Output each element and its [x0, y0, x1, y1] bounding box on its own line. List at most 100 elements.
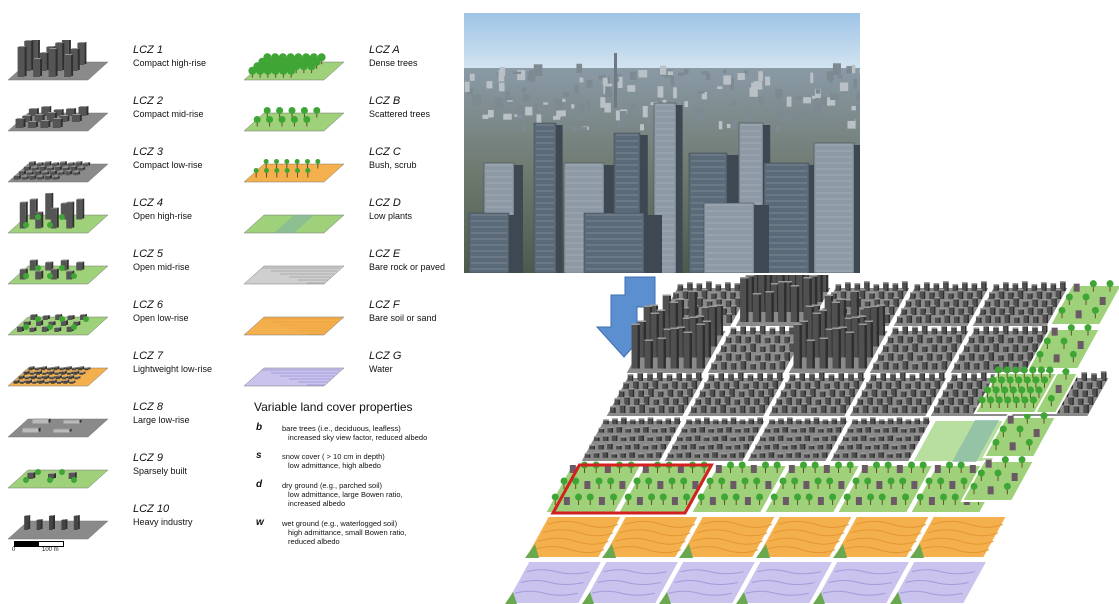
lcz-tile-icon — [8, 106, 108, 132]
property-line: wet ground (e.g., waterlogged soil) — [282, 519, 398, 528]
aerial-city-photo — [464, 13, 860, 273]
lcz-tile-icon — [244, 316, 344, 336]
lcz-code: LCZ 3 — [133, 146, 163, 158]
lcz-entry: LCZ 10 Heavy industry — [8, 499, 238, 545]
lcz-tile-icon — [8, 259, 108, 285]
lcz-code: LCZ G — [369, 350, 402, 362]
lcz-code: LCZ 10 — [133, 503, 170, 515]
lcz-label: LCZ 4 Open high-rise — [133, 197, 192, 222]
lcz-tile-icon — [244, 107, 344, 132]
lcz-label: LCZ A Dense trees — [369, 44, 418, 69]
lcz-description: Heavy industry — [133, 517, 193, 527]
lcz-label: LCZ B Scattered trees — [369, 95, 430, 120]
isometric-lcz-scene — [505, 275, 1119, 604]
property-line: bare trees (i.e., deciduous, leafless) — [282, 424, 401, 433]
property-line: high admittance, small Bowen ratio, — [288, 528, 407, 537]
lcz-entry: LCZ 8 Large low-rise — [8, 397, 238, 443]
lcz-code: LCZ C — [369, 146, 401, 158]
scale-distance: 100 m — [42, 547, 59, 553]
property-letter: d — [256, 479, 263, 490]
property-text: bare trees (i.e., deciduous, leafless) in… — [282, 424, 452, 442]
lcz-entry: LCZ 1 Compact high-rise — [8, 40, 238, 86]
lcz-label: LCZ 5 Open mid-rise — [133, 248, 190, 273]
lcz-entry: LCZ 5 Open mid-rise — [8, 244, 238, 290]
lcz-entry: LCZ 9 Sparsely built — [8, 448, 238, 494]
lcz-tile-icon — [8, 469, 108, 489]
lcz-description: Compact low-rise — [133, 160, 203, 170]
lcz-description: Scattered trees — [369, 109, 431, 119]
lcz-code: LCZ E — [369, 248, 401, 260]
lcz-code: LCZ 1 — [133, 44, 163, 56]
lcz-tile-icon — [244, 367, 344, 387]
lcz-label: LCZ 7 Lightweight low-rise — [133, 350, 212, 375]
lcz-code: LCZ 6 — [133, 299, 163, 311]
property-letter: w — [256, 517, 264, 528]
lcz-tile-icon — [244, 214, 344, 234]
lcz-label: LCZ 6 Open low-rise — [133, 299, 189, 324]
lcz-code: LCZ D — [369, 197, 401, 209]
property-text: wet ground (e.g., waterlogged soil) high … — [282, 519, 452, 546]
lcz-description: Open high-rise — [133, 211, 193, 221]
property-letter: s — [256, 450, 262, 461]
property-text: dry ground (e.g., parched soil) low admit… — [282, 481, 452, 508]
lcz-description: Bush, scrub — [369, 160, 417, 170]
property-line: increased sky view factor, reduced albed… — [288, 433, 428, 442]
lcz-description: Water — [369, 364, 393, 374]
property-line: low admittance, high albedo — [288, 461, 381, 470]
lcz-code: LCZ 4 — [133, 197, 163, 209]
lcz-tile-icon — [8, 193, 108, 234]
lcz-tile-icon — [8, 515, 108, 540]
highlight-outline — [550, 463, 714, 515]
city-skyline — [464, 53, 860, 273]
lcz-entry: LCZ 4 Open high-rise — [8, 193, 238, 239]
lcz-label: LCZ G Water — [369, 350, 401, 375]
property-line: dry ground (e.g., parched soil) — [282, 481, 383, 490]
lcz-code: LCZ 8 — [133, 401, 163, 413]
lcz-code: LCZ 7 — [133, 350, 163, 362]
lcz-description: Lightweight low-rise — [133, 364, 213, 374]
lcz-label: LCZ 9 Sparsely built — [133, 452, 187, 477]
lcz-description: Sparsely built — [133, 466, 188, 476]
lcz-entry: LCZ 3 Compact low-rise — [8, 142, 238, 188]
lcz-entry: LCZ C Bush, scrub — [244, 142, 474, 188]
lcz-label: LCZ 2 Compact mid-rise — [133, 95, 204, 120]
scale-zero: 0 — [12, 547, 16, 553]
lcz-description: Low plants — [369, 211, 413, 221]
property-line: low admittance, large Bowen ratio, — [288, 490, 403, 499]
lcz-description: Dense trees — [369, 58, 418, 68]
lcz-label: LCZ C Bush, scrub — [369, 146, 417, 171]
lcz-entry: LCZ G Water — [244, 346, 474, 392]
lcz-code: LCZ A — [369, 44, 400, 56]
lcz-entry: LCZ E Bare rock or paved — [244, 244, 474, 290]
lcz-label: LCZ E Bare rock or paved — [369, 248, 445, 273]
lcz-description: Bare soil or sand — [369, 313, 437, 323]
scale-bar-graphic — [14, 541, 64, 547]
property-text: snow cover ( > 10 cm in depth) low admitt… — [282, 452, 452, 470]
variable-properties-title: Variable land cover properties — [254, 400, 413, 414]
property-line: reduced albedo — [288, 537, 340, 546]
lcz-description: Open mid-rise — [133, 262, 190, 272]
lcz-entry: LCZ 2 Compact mid-rise — [8, 91, 238, 137]
scale-bar: 0 100 m — [12, 541, 72, 561]
lcz-label: LCZ 10 Heavy industry — [133, 503, 193, 528]
lcz-code: LCZ F — [369, 299, 400, 311]
property-letter: b — [256, 422, 263, 433]
lcz-label: LCZ 8 Large low-rise — [133, 401, 190, 426]
lcz-code: LCZ B — [369, 95, 401, 107]
lcz-entry: LCZ 6 Open low-rise — [8, 295, 238, 341]
lcz-code: LCZ 2 — [133, 95, 163, 107]
lcz-entry: LCZ A Dense trees — [244, 40, 474, 86]
lcz-tile-icon — [8, 418, 108, 438]
lcz-tile-icon — [244, 159, 344, 183]
property-line: snow cover ( > 10 cm in depth) — [282, 452, 385, 461]
lcz-tile-icon — [244, 265, 344, 285]
lcz-description: Bare rock or paved — [369, 262, 446, 272]
lcz-tile-icon — [8, 314, 108, 336]
property-line: increased albedo — [288, 499, 346, 508]
lcz-label: LCZ 1 Compact high-rise — [133, 44, 206, 69]
lcz-code: LCZ 5 — [133, 248, 163, 260]
lcz-entry: LCZ B Scattered trees — [244, 91, 474, 137]
lcz-description: Large low-rise — [133, 415, 190, 425]
lcz-label: LCZ F Bare soil or sand — [369, 299, 437, 324]
lcz-tile-icon — [8, 366, 108, 387]
